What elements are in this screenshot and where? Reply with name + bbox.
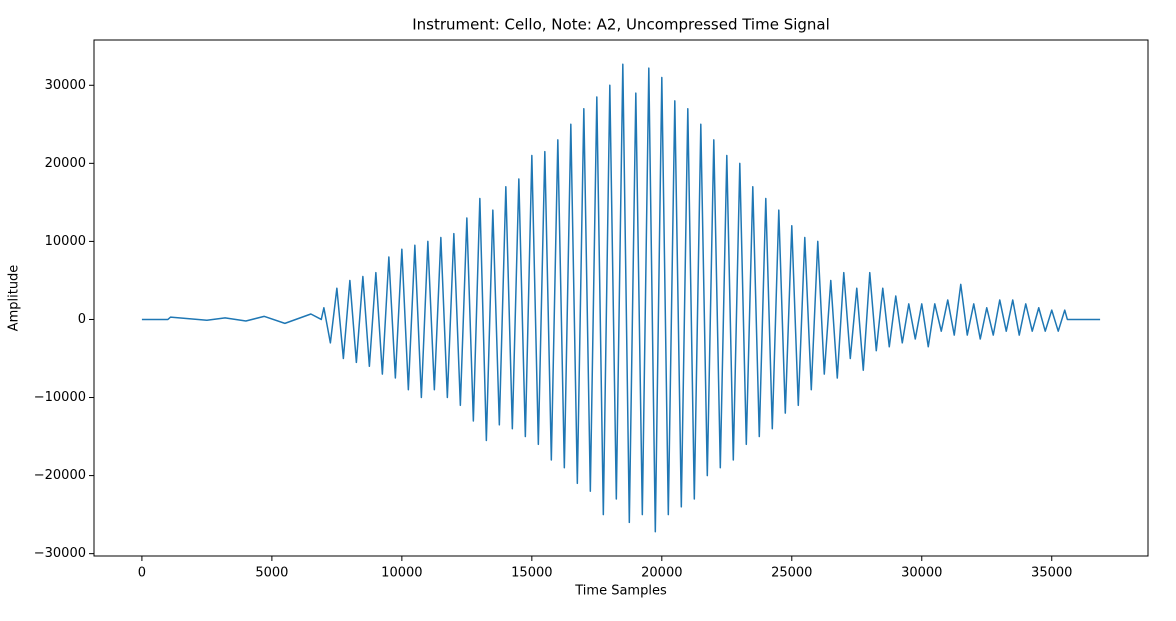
plot-frame	[93, 39, 1149, 557]
y-tick-label: 10000	[45, 234, 86, 249]
y-tick-label: 0	[78, 312, 86, 327]
y-tick-label: −30000	[34, 546, 86, 561]
x-axis-label: Time Samples	[574, 584, 667, 599]
x-tick-label: 25000	[771, 566, 812, 581]
x-tick-label: 10000	[381, 566, 422, 581]
y-tick-label: 30000	[45, 78, 86, 93]
x-tick-label: 0	[138, 566, 146, 581]
chart-title: Instrument: Cello, Note: A2, Uncompresse…	[412, 16, 830, 34]
signal-line	[141, 63, 1101, 533]
y-tick-label: −20000	[34, 468, 86, 483]
x-tick-label: 5000	[255, 566, 288, 581]
y-tick-label: −10000	[34, 390, 86, 405]
x-tick-label: 15000	[511, 566, 552, 581]
y-tick-label: 20000	[45, 156, 86, 171]
x-tick-label: 30000	[901, 566, 942, 581]
y-axis-label: Amplitude	[7, 265, 22, 332]
x-tick-label: 35000	[1031, 566, 1072, 581]
x-tick-label: 20000	[641, 566, 682, 581]
